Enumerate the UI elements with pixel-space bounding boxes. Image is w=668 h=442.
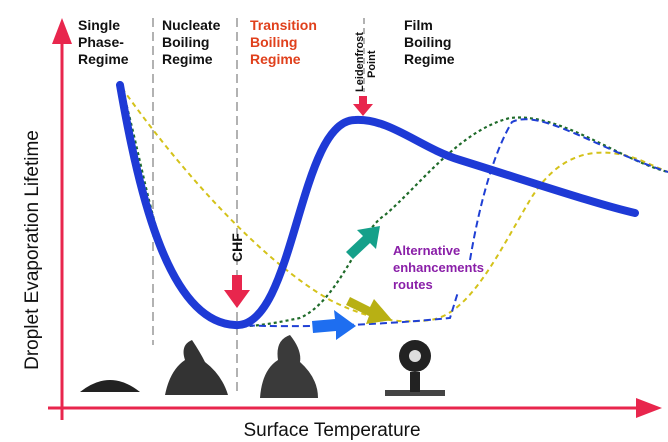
y-axis-arrow — [52, 18, 72, 44]
diagram: SinglePhase-Regime NucleateBoilingRegime… — [0, 0, 668, 442]
droplet-image — [260, 335, 318, 398]
droplet-image — [165, 340, 228, 395]
x-axis-label: Surface Temperature — [243, 420, 420, 441]
y-axis-label: Droplet Evaporation Lifetime — [22, 130, 43, 370]
chf-arrow — [224, 275, 250, 308]
droplet-image — [410, 372, 420, 392]
droplet-image — [80, 380, 140, 392]
chf-label: CHF — [229, 233, 245, 262]
leidenfrost-arrow — [353, 96, 373, 116]
blue-arrow — [312, 310, 356, 340]
blue-route — [237, 119, 668, 326]
green-arrow — [346, 226, 380, 259]
leidenfrost-label: LeidenfrostPoint — [354, 32, 378, 92]
page: {"regimes": [ {"lines": ["Single", "Phas… — [0, 0, 668, 442]
boiling-curve — [120, 85, 635, 325]
x-axis-arrow — [636, 398, 662, 418]
droplet-image — [409, 350, 421, 362]
